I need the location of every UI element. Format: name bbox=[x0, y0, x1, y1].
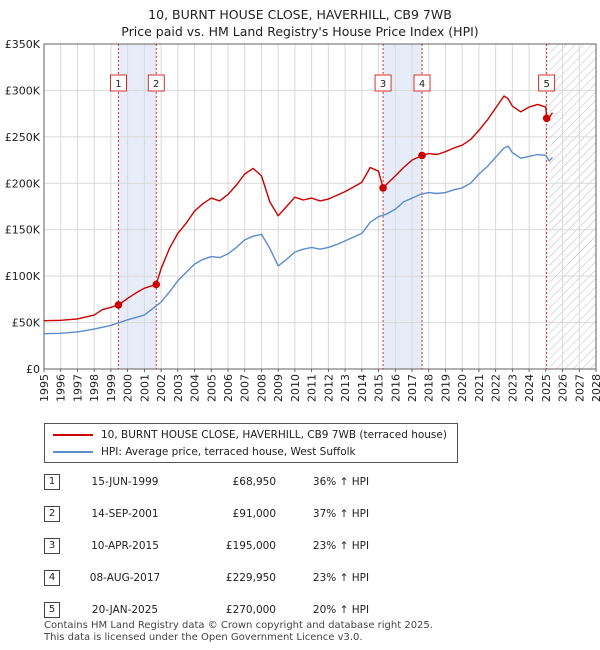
sale-number-badge: 5 bbox=[44, 602, 60, 618]
hpi-line bbox=[43, 145, 554, 335]
x-tick-label: 2017 bbox=[406, 374, 419, 402]
sale-label-box bbox=[413, 74, 431, 92]
sale-hpi-change: 36% ↑ HPI bbox=[312, 476, 370, 488]
sale-point bbox=[418, 151, 426, 160]
plot-border bbox=[43, 43, 597, 370]
x-tick-label: 2006 bbox=[222, 374, 235, 402]
sale-period-shade bbox=[118, 44, 157, 369]
sale-date: 14-SEP-2001 bbox=[91, 508, 159, 520]
x-tick-label: 1996 bbox=[55, 374, 68, 402]
x-tick-label: 2005 bbox=[205, 374, 218, 402]
sale-label-box bbox=[538, 74, 556, 92]
sale-label-box bbox=[110, 74, 127, 92]
sale-number-badge: 3 bbox=[44, 538, 60, 554]
x-tick-label: 2014 bbox=[356, 374, 369, 402]
sale-price: £229,950 bbox=[225, 572, 276, 584]
sale-point bbox=[114, 301, 123, 309]
property-price-line bbox=[43, 95, 554, 322]
legend-label-property: 10, BURNT HOUSE CLOSE, HAVERHILL, CB9 7W… bbox=[101, 429, 447, 441]
sale-date: 08-AUG-2017 bbox=[89, 572, 161, 584]
chart-title: 10, BURNT HOUSE CLOSE, HAVERHILL, CB9 7W… bbox=[0, 6, 600, 40]
footer-copyright: Contains HM Land Registry data © Crown c… bbox=[44, 620, 433, 631]
sale-label-number: 5 bbox=[543, 79, 549, 90]
x-tick-label: 2023 bbox=[506, 374, 519, 402]
x-tick-label: 2020 bbox=[456, 374, 469, 402]
y-tick-label: £150K bbox=[5, 224, 41, 237]
x-tick-label: 2015 bbox=[373, 374, 386, 402]
x-tick-label: 2024 bbox=[523, 374, 536, 402]
sale-label-number: 3 bbox=[380, 79, 386, 90]
sale-hpi-change: 37% ↑ HPI bbox=[312, 508, 370, 520]
price-chart: £0 £50K £100K £150K £200K £250K £300K £350K 1995… bbox=[5, 38, 600, 402]
y-tick-label: £350K bbox=[5, 38, 41, 51]
y-tick-label: £200K bbox=[5, 177, 41, 190]
sale-number-badge: 2 bbox=[44, 506, 60, 522]
x-tick-label: 2025 bbox=[540, 374, 553, 402]
sale-label-box bbox=[374, 74, 392, 92]
x-tick-label: 2000 bbox=[122, 374, 135, 402]
sale-date: 10-APR-2015 bbox=[91, 540, 159, 552]
sale-period-shade bbox=[383, 44, 423, 369]
x-tick-label: 2012 bbox=[322, 374, 335, 402]
footer: Contains HM Land Registry data © Crown c… bbox=[44, 620, 433, 644]
x-tick-label: 1995 bbox=[38, 374, 51, 402]
x-tick-label: 2013 bbox=[339, 374, 352, 402]
sale-number-badge: 1 bbox=[44, 474, 60, 490]
sale-price: £270,000 bbox=[225, 604, 276, 616]
x-tick-label: 2027 bbox=[573, 374, 586, 402]
legend-label-hpi: HPI: Average price, terraced house, West… bbox=[101, 446, 356, 458]
x-tick-label: 2001 bbox=[138, 374, 151, 402]
x-tick-label: 2004 bbox=[189, 374, 202, 402]
sale-label-number: 2 bbox=[153, 79, 159, 90]
x-tick-label: 1998 bbox=[88, 374, 101, 402]
sale-label-box bbox=[147, 74, 165, 92]
y-tick-label: £100K bbox=[5, 270, 41, 283]
forecast-hatch bbox=[549, 44, 596, 369]
sale-date: 15-JUN-1999 bbox=[91, 476, 159, 488]
footer-licence: This data is licensed under the Open Gov… bbox=[44, 632, 363, 643]
y-tick-label: £250K bbox=[5, 131, 41, 144]
x-tick-label: 2028 bbox=[590, 374, 600, 402]
x-tick-label: 2022 bbox=[490, 374, 503, 402]
y-tick-label: £0 bbox=[26, 363, 40, 376]
title-subtitle: Price paid vs. HM Land Registry's House … bbox=[121, 24, 479, 39]
title-address: 10, BURNT HOUSE CLOSE, HAVERHILL, CB9 7W… bbox=[148, 7, 452, 22]
x-tick-label: 2008 bbox=[255, 374, 268, 402]
legend-item-property: 10, BURNT HOUSE CLOSE, HAVERHILL, CB9 7W… bbox=[53, 427, 447, 443]
x-tick-label: 2007 bbox=[239, 374, 252, 402]
legend-swatch-hpi bbox=[53, 451, 93, 453]
x-tick-label: 2009 bbox=[272, 374, 285, 402]
legend-swatch-property bbox=[53, 434, 93, 436]
y-tick-label: £50K bbox=[12, 317, 41, 330]
sale-label-number: 1 bbox=[115, 79, 121, 90]
sale-number-badge: 4 bbox=[44, 570, 60, 586]
x-tick-label: 2011 bbox=[306, 374, 319, 402]
x-tick-label: 1997 bbox=[71, 374, 84, 402]
x-tick-label: 2002 bbox=[155, 374, 168, 402]
sale-point bbox=[542, 114, 551, 123]
x-tick-label: 2019 bbox=[439, 374, 452, 402]
x-tick-label: 2016 bbox=[389, 374, 402, 402]
sale-label-number: 4 bbox=[419, 79, 425, 90]
x-tick-label: 2018 bbox=[423, 374, 436, 402]
x-tick-label: 2026 bbox=[557, 374, 570, 402]
legend-item-hpi: HPI: Average price, terraced house, West… bbox=[53, 444, 356, 460]
x-tick-label: 2021 bbox=[473, 374, 486, 402]
sale-price: £195,000 bbox=[225, 540, 276, 552]
sale-price: £91,000 bbox=[232, 508, 276, 520]
y-tick-label: £300K bbox=[5, 84, 41, 97]
sale-point bbox=[379, 184, 387, 192]
sale-hpi-change: 23% ↑ HPI bbox=[312, 540, 370, 552]
sale-date: 20-JAN-2025 bbox=[91, 604, 159, 616]
sale-price: £68,950 bbox=[232, 476, 276, 488]
x-tick-label: 2003 bbox=[172, 374, 185, 402]
sale-hpi-change: 23% ↑ HPI bbox=[312, 572, 370, 584]
x-tick-label: 1999 bbox=[105, 374, 118, 402]
legend: 10, BURNT HOUSE CLOSE, HAVERHILL, CB9 7W… bbox=[44, 423, 458, 463]
x-tick-label: 2010 bbox=[289, 374, 302, 402]
sale-hpi-change: 20% ↑ HPI bbox=[312, 604, 370, 616]
sale-point bbox=[152, 280, 161, 289]
